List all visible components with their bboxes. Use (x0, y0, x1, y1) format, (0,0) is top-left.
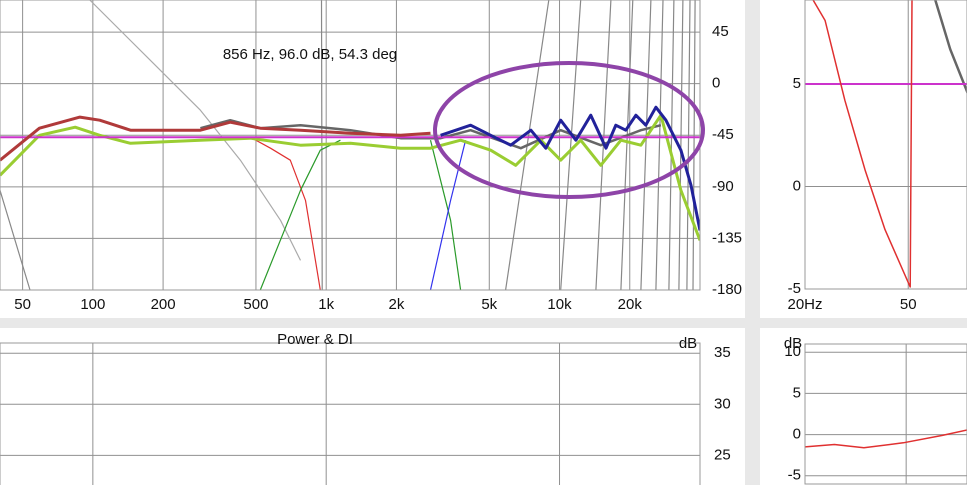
y-tick-label: 30 (714, 395, 731, 412)
x-tick-label: 20Hz (787, 296, 822, 313)
cursor-readout: 856 Hz, 96.0 dB, 54.3 deg (223, 46, 397, 63)
plot-frame (0, 342, 701, 485)
series-line (89, 0, 302, 261)
y-tick-label: -180 (712, 281, 742, 298)
y-tick-label: 0 (712, 75, 720, 92)
series-line (429, 140, 462, 291)
series-line (0, 115, 431, 162)
plot-area (0, 343, 700, 485)
power-di-chart: 35 30 25 (0, 342, 731, 485)
y-tick-label: 45 (712, 23, 729, 40)
frequency-response-chart: 45 0 -45 -90 -135 -180 50 100 200 500 1k 2k 5k 10k 20k (0, 0, 742, 313)
x-tick-label: 5k (481, 296, 497, 313)
y-tick-label: 0 (793, 177, 801, 194)
panel (0, 328, 745, 485)
y-tick-label: 25 (714, 446, 731, 463)
series-line (805, 429, 967, 449)
x-tick-label: 1k (318, 296, 334, 313)
y-tick-label: 35 (714, 344, 731, 361)
y-tick-label: -135 (712, 229, 742, 246)
x-tick-label: 50 (900, 296, 917, 313)
y-tick-label: -45 (712, 126, 734, 143)
series-line (429, 140, 467, 291)
plot-frame (804, 0, 967, 290)
x-tick-label: 200 (151, 296, 176, 313)
y-tick-label: -5 (788, 467, 801, 484)
series-line (934, 0, 967, 95)
chart-title: Power & DI (277, 331, 353, 348)
panel (760, 328, 967, 485)
y-tick-label: -90 (712, 178, 734, 195)
series-line (0, 113, 700, 241)
x-tick-label: 100 (80, 296, 105, 313)
x-tick-label: 2k (389, 296, 405, 313)
series-line (250, 136, 321, 291)
series-line (812, 0, 913, 288)
y-tick-label: -5 (788, 280, 801, 297)
y-tick-label: 10 (784, 343, 801, 360)
impedance-chart: 50-520Hz50100 (787, 0, 967, 313)
y-axis-label: dB (784, 335, 802, 352)
x-tick-label: 20k (618, 296, 643, 313)
highlight-ellipse (433, 61, 705, 199)
x-tick-label: 50 (14, 296, 31, 313)
plot-area (805, 344, 967, 484)
y-tick-label: 5 (793, 384, 801, 401)
x-tick-label: 500 (243, 296, 268, 313)
small-chart: 10 5 0 -5 (784, 343, 967, 485)
panel (760, 0, 967, 318)
series-line (440, 105, 700, 231)
y-tick-label: 0 (793, 426, 801, 443)
y-tick-label: 5 (793, 75, 801, 92)
plot-frame (804, 343, 967, 485)
y-axis-label: dB (679, 335, 697, 352)
panel (0, 0, 745, 318)
x-tick-label: 10k (547, 296, 572, 313)
